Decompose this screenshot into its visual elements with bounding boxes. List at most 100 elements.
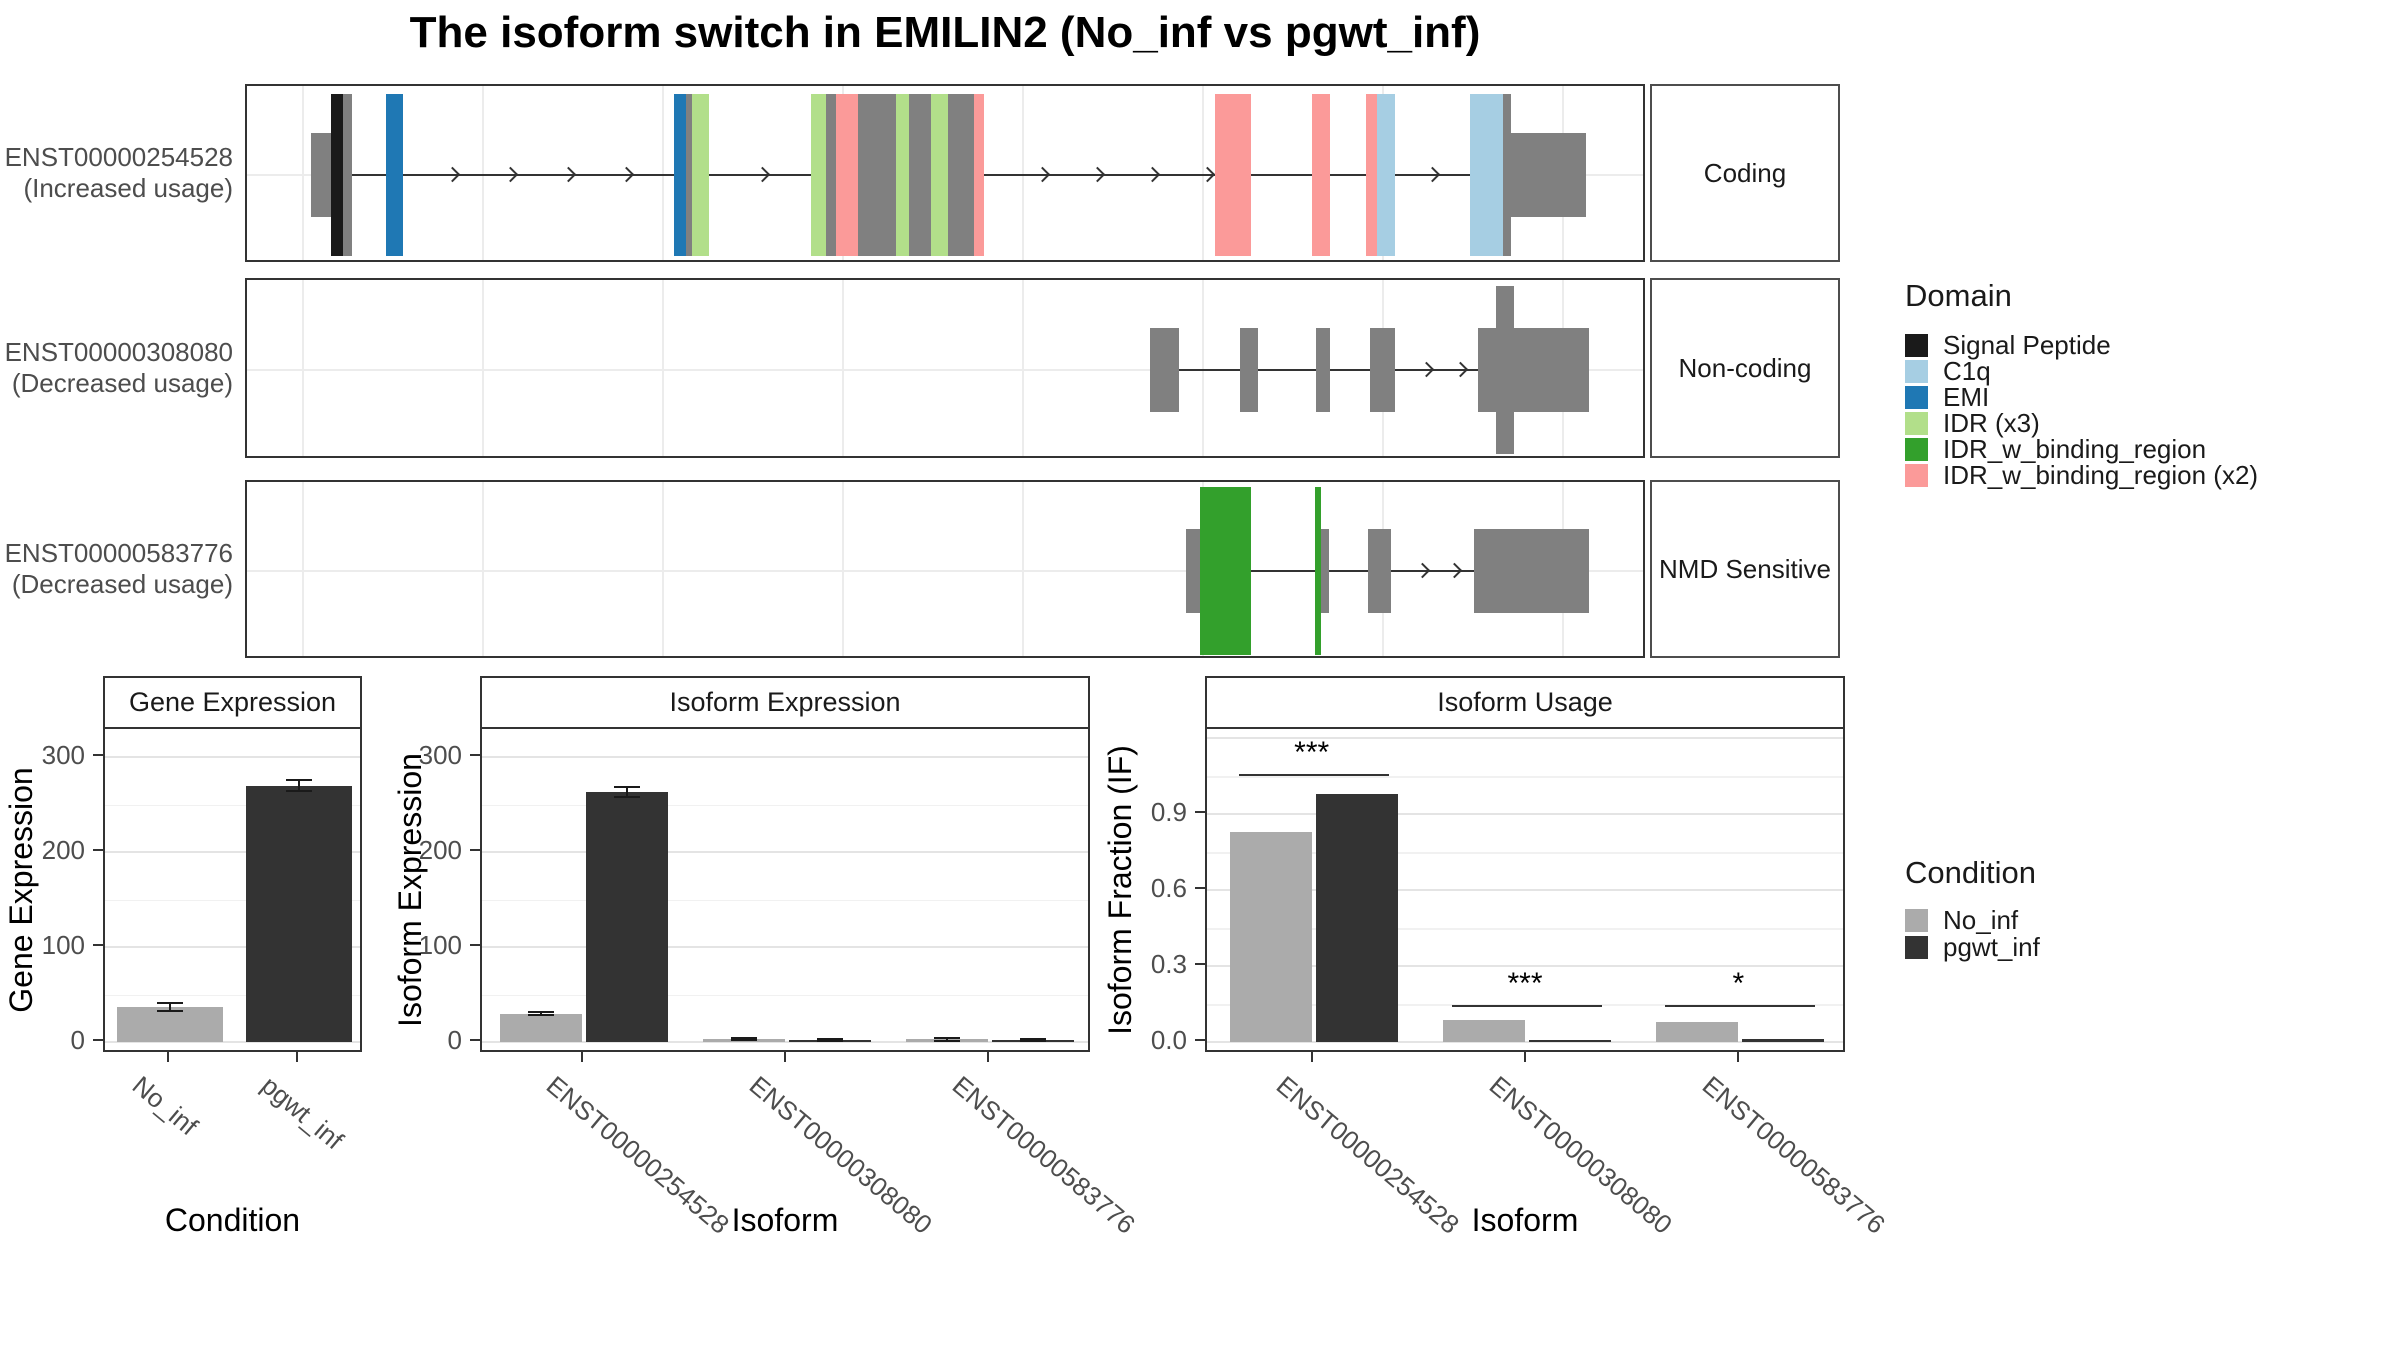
error-bar bbox=[625, 787, 628, 797]
domain-legend: Domain Signal Peptide C1q EMI IDR (x3) IDR_w… bbox=[1905, 278, 2258, 490]
gridline-vertical bbox=[1022, 482, 1024, 656]
y-axis-tick bbox=[1195, 887, 1205, 890]
domain-legend-title: Domain bbox=[1905, 278, 2012, 313]
condition-legend-entry: No_inf bbox=[1905, 905, 2040, 935]
domain-legend-label: EMI bbox=[1943, 381, 1990, 412]
strand-arrow-icon bbox=[1034, 166, 1051, 183]
track-label-usage: (Decreased usage) bbox=[11, 368, 233, 398]
chart-header: Gene Expression bbox=[103, 676, 362, 729]
significance-bracket bbox=[1665, 1005, 1816, 1008]
track-label-usage: (Increased usage) bbox=[23, 173, 233, 203]
y-axis-tick bbox=[93, 849, 103, 851]
x-axis-tick bbox=[987, 1052, 990, 1062]
exon-cds-idr bbox=[692, 94, 709, 256]
y-axis-title: Gene Expression bbox=[3, 767, 39, 1013]
strand-arrow-icon bbox=[618, 166, 635, 183]
track-label-id: ENST00000308080 bbox=[4, 337, 233, 367]
condition-legend-entries: No_inf pgwt_inf bbox=[1905, 905, 2040, 962]
gridline-major bbox=[482, 851, 1088, 853]
gridline-major bbox=[1207, 737, 1843, 740]
transcript-track-panel bbox=[245, 480, 1645, 658]
strand-arrow-icon bbox=[444, 166, 461, 183]
bar-pgwt_inf-ENST00000308080 bbox=[1529, 1040, 1611, 1042]
exon-cds-exon_gray bbox=[343, 94, 352, 256]
gridline-vertical bbox=[1202, 86, 1204, 260]
error-bar-cap bbox=[527, 1010, 554, 1013]
exon-utr-exon_gray bbox=[1316, 328, 1330, 412]
gridline-vertical bbox=[482, 86, 484, 260]
x-axis-title: Isoform bbox=[731, 1202, 839, 1238]
track-label: ENST00000308080 (Decreased usage) bbox=[0, 337, 233, 399]
chart-header: Isoform Usage bbox=[1205, 676, 1845, 729]
exon-cds-exon_gray bbox=[858, 94, 896, 256]
exon-utr-exon_gray bbox=[1511, 133, 1586, 217]
gridline-minor bbox=[1207, 852, 1843, 854]
track-label-id: ENST00000583776 bbox=[4, 538, 233, 568]
x-axis-title: Condition bbox=[164, 1202, 301, 1238]
strand-arrow-icon bbox=[1414, 562, 1431, 579]
significance-stars: * bbox=[1732, 967, 1745, 1001]
error-bar-cap bbox=[1020, 1038, 1047, 1041]
gridline-vertical bbox=[662, 86, 664, 260]
y-tick-label: 100 bbox=[418, 930, 462, 960]
y-axis-tick bbox=[1195, 963, 1205, 966]
y-tick-label: 0 bbox=[70, 1025, 85, 1055]
track-label: ENST00000254528 (Increased usage) bbox=[0, 142, 233, 204]
gridline-major bbox=[482, 756, 1088, 758]
exon-utr-exon_gray bbox=[1478, 328, 1589, 412]
domain-legend-swatch-icon bbox=[1905, 333, 1928, 357]
domain-legend-swatch-icon bbox=[1905, 463, 1928, 487]
y-tick-label: 0.0 bbox=[1150, 1025, 1187, 1055]
gridline-vertical bbox=[842, 280, 844, 456]
exon-tall-idr_w_binding bbox=[1315, 487, 1321, 655]
y-axis-tick bbox=[470, 1039, 480, 1041]
x-axis-tick bbox=[296, 1052, 299, 1062]
condition-legend-entry: pgwt_inf bbox=[1905, 932, 2040, 962]
gridline-major bbox=[105, 851, 360, 853]
x-tick-label: ENST00000583776 bbox=[1697, 1070, 1892, 1240]
gridline-vertical bbox=[302, 280, 304, 456]
bar-No_inf-ENST00000254528 bbox=[499, 1013, 582, 1042]
domain-legend-swatch-icon bbox=[1905, 437, 1928, 461]
exon-cds-emi bbox=[674, 94, 686, 256]
exon-cds-idr bbox=[931, 94, 948, 256]
bar-pgwt_inf bbox=[246, 785, 353, 1042]
gridline-vertical bbox=[1022, 86, 1024, 260]
exon-utr-exon_gray bbox=[1150, 328, 1179, 412]
exon-utr-exon_gray bbox=[1368, 529, 1391, 613]
y-axis-tick bbox=[1195, 811, 1205, 814]
gridline-minor bbox=[105, 899, 360, 901]
bar-pgwt_inf-ENST00000254528 bbox=[1315, 794, 1398, 1042]
x-axis-title: Isoform bbox=[1471, 1202, 1579, 1238]
y-axis-tick bbox=[93, 754, 103, 756]
strand-arrow-icon bbox=[1089, 166, 1106, 183]
exon-cds-idr_w_binding_x2 bbox=[1215, 94, 1251, 256]
bar-pgwt_inf-ENST00000254528 bbox=[585, 792, 668, 1042]
significance-bracket bbox=[1238, 773, 1389, 776]
track-label-id: ENST00000254528 bbox=[4, 142, 233, 172]
domain-legend-swatch-icon bbox=[1905, 385, 1928, 409]
x-axis-tick bbox=[1737, 1052, 1740, 1062]
gridline-major bbox=[1207, 813, 1843, 816]
error-bar-cap bbox=[817, 1040, 843, 1043]
condition-legend-label: No_inf bbox=[1943, 905, 2019, 935]
y-tick-label: 0 bbox=[447, 1025, 462, 1055]
error-bar-cap bbox=[527, 1014, 554, 1017]
exon-cds-idr_w_binding_x2 bbox=[1312, 94, 1330, 256]
transcript-track-panel bbox=[245, 278, 1645, 458]
strand-arrow-icon bbox=[1418, 361, 1435, 378]
x-axis-tick bbox=[784, 1052, 786, 1062]
error-bar-cap bbox=[1020, 1040, 1047, 1043]
gridline-minor bbox=[482, 899, 1088, 901]
y-axis-tick bbox=[470, 849, 480, 851]
gridline-vertical bbox=[482, 280, 484, 456]
track-type-strip: Coding bbox=[1650, 84, 1840, 262]
x-axis-tick bbox=[1524, 1052, 1526, 1062]
bar-pgwt_inf-ENST00000583776 bbox=[1742, 1039, 1825, 1042]
y-axis-tick bbox=[93, 944, 103, 946]
x-tick-label: No_inf bbox=[126, 1070, 204, 1142]
y-axis-tick bbox=[470, 754, 480, 756]
exon-cds-c1q bbox=[1377, 94, 1395, 256]
domain-legend-entry: IDR (x3) bbox=[1905, 408, 2258, 438]
exon-cds-signal_peptide bbox=[331, 94, 343, 256]
